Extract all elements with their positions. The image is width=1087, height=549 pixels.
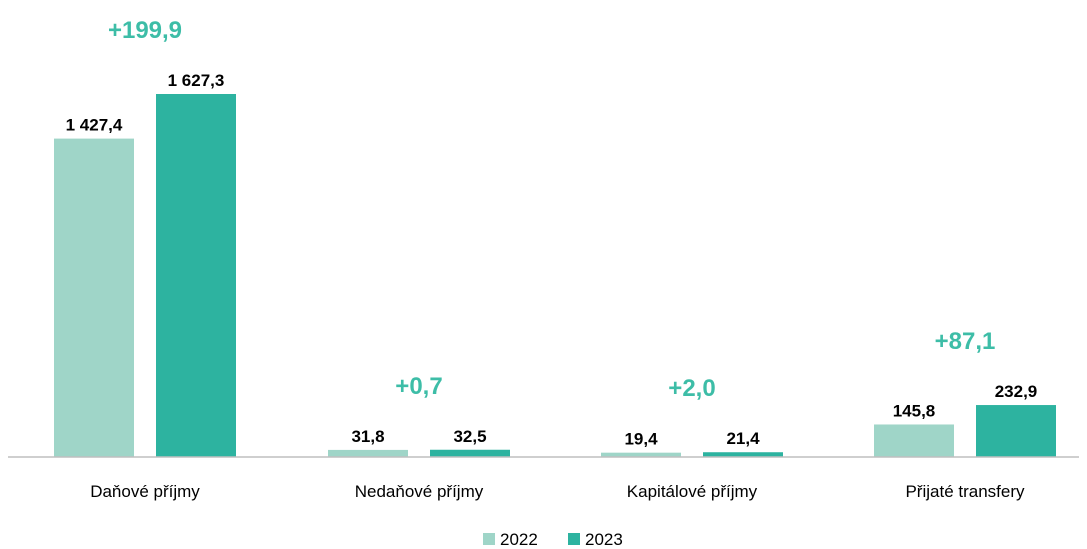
bar-value-label-2022-1: 1 427,4 xyxy=(66,116,123,135)
bars-group xyxy=(54,94,1056,457)
bar-2023-1 xyxy=(156,94,236,457)
bar-2023-4 xyxy=(976,405,1056,457)
bar-2023-2 xyxy=(430,449,510,457)
bar-2022-1 xyxy=(54,138,134,457)
category-label-4: Přijaté transfery xyxy=(905,482,1025,501)
difference-label-3: +2,0 xyxy=(668,375,715,402)
legend-swatch-2023 xyxy=(568,533,580,545)
bar-2023-3 xyxy=(703,452,783,457)
legend-label-2023: 2023 xyxy=(585,530,623,549)
category-labels-group: Daňové příjmy Nedaňové příjmy Kapitálové p… xyxy=(90,482,1025,501)
bar-2022-2 xyxy=(328,449,408,457)
legend: 2022 2023 xyxy=(483,530,623,549)
bar-value-label-2022-4: 145,8 xyxy=(893,401,936,420)
bar-value-label-2023-2: 32,5 xyxy=(453,427,486,446)
bar-value-label-2022-2: 31,8 xyxy=(351,427,384,446)
difference-labels-group: +199,9 +0,7 +2,0 +87,1 xyxy=(108,17,995,402)
bar-labels-group: 1 427,4 1 627,3 31,8 32,5 19,4 21,4 145,8 232,9 xyxy=(66,71,1038,449)
difference-label-2: +0,7 xyxy=(395,373,442,400)
bar-value-label-2023-1: 1 627,3 xyxy=(168,71,225,90)
bar-2022-3 xyxy=(601,452,681,457)
legend-swatch-2022 xyxy=(483,533,495,545)
difference-label-1: +199,9 xyxy=(108,17,182,44)
difference-label-4: +87,1 xyxy=(935,328,996,355)
bar-value-label-2022-3: 19,4 xyxy=(624,430,658,449)
bar-2022-4 xyxy=(874,424,954,457)
category-label-1: Daňové příjmy xyxy=(90,482,200,501)
bar-value-label-2023-3: 21,4 xyxy=(726,429,760,448)
category-label-3: Kapitálové příjmy xyxy=(627,482,758,501)
bar-value-label-2023-4: 232,9 xyxy=(995,382,1038,401)
legend-label-2022: 2022 xyxy=(500,530,538,549)
category-label-2: Nedaňové příjmy xyxy=(355,482,484,501)
